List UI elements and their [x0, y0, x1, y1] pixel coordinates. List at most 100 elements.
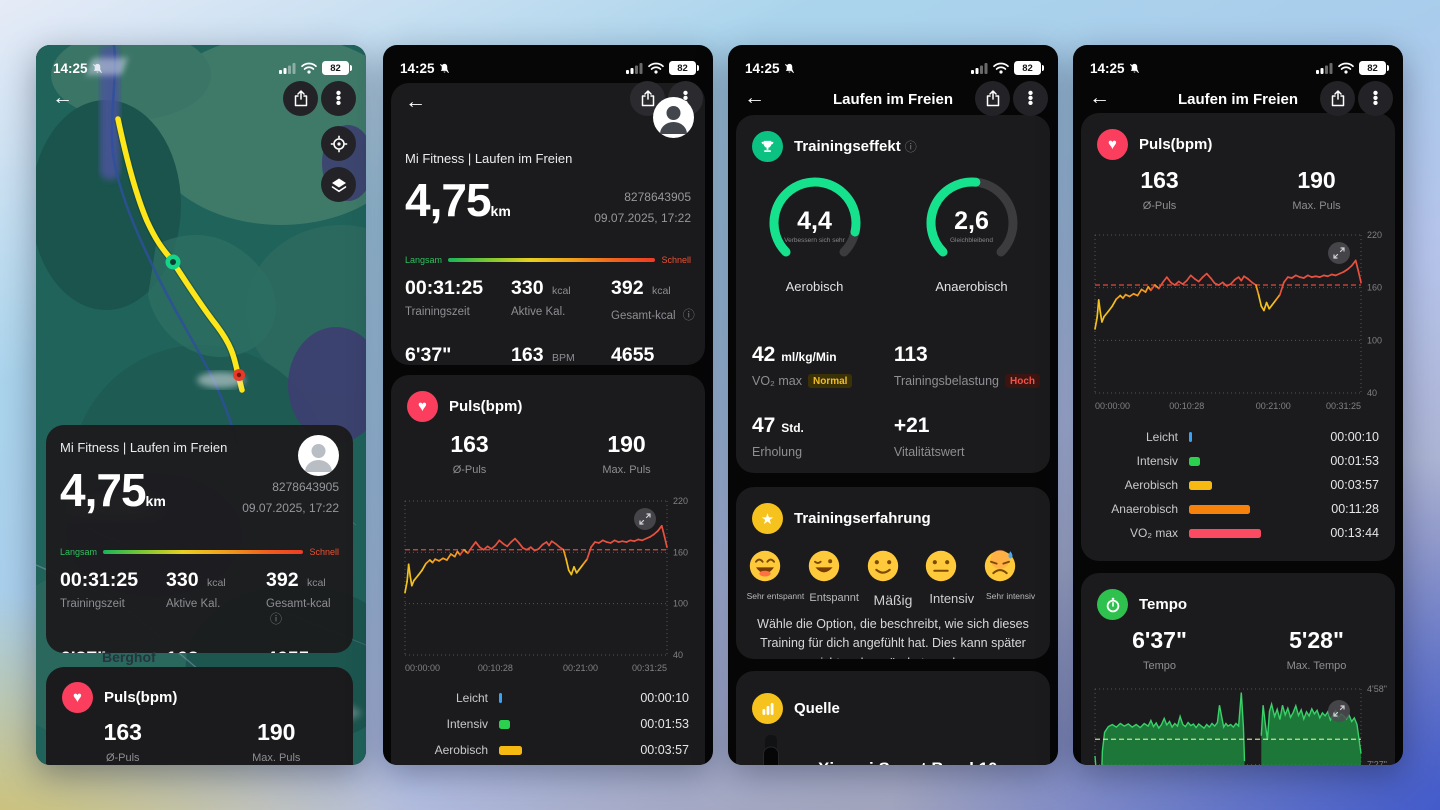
max-hr: 190 Max. Puls: [1292, 167, 1341, 212]
phone-effect-screenshot: 14:25 82 ← Laufen im Freien • • • Training…: [728, 45, 1058, 765]
stat-cell: 163 BPMØ-HF: [511, 344, 575, 365]
device-row[interactable]: Xiaomi Smart Band 10: [758, 735, 998, 765]
zone-row: Leicht 00:00:10: [455, 691, 689, 705]
battery-indicator: 82: [1014, 61, 1044, 75]
heart-rate-chart[interactable]: 220 160 100 40 00:00:00 00:10:28 00:21:00 00:31…: [401, 491, 703, 679]
back-button[interactable]: ←: [52, 86, 73, 109]
training-load-stat: 113 Trainingsbelastung Hoch: [894, 343, 1040, 388]
back-button[interactable]: ←: [1089, 86, 1110, 109]
info-icon[interactable]: ⓘ: [682, 308, 695, 322]
anaerobic-sublabel: Gleichbleibend: [949, 237, 993, 244]
sweating-emoji-icon: [984, 549, 1016, 582]
avatar[interactable]: [653, 97, 694, 138]
signal-icon: [971, 63, 988, 74]
workout-summary-card[interactable]: Mi Fitness | Laufen im Freien 4,75km 827…: [46, 425, 353, 653]
pace-scale-fast: Schnell: [661, 255, 691, 265]
hr-zones-list: Leicht 00:00:10 Intensiv 00:01:53 Aerobisch 0…: [407, 685, 689, 765]
more-menu-button[interactable]: •••: [1358, 81, 1393, 116]
clock: 14:25: [400, 60, 435, 76]
training-experience-card[interactable]: ★ Trainingserfahrung Sehr entspannt Ents…: [736, 487, 1050, 659]
stopwatch-icon: [1097, 589, 1128, 620]
stat-cell: 00:31:25 Trainingszeit: [405, 277, 484, 318]
avg-tempo: 6'37" Tempo: [1132, 627, 1187, 672]
stat-cell: 6'37"Tempo: [60, 648, 166, 653]
zone-row: Intensiv 00:01:53: [446, 717, 689, 731]
stat-cell: 4655Schritte: [611, 344, 655, 365]
share-icon: [1331, 90, 1344, 107]
app-title: Mi Fitness | Laufen im Freien: [60, 440, 228, 455]
vo2max-stat: 42 ml/kg/Min VO₂ max Normal: [752, 343, 894, 388]
locate-button[interactable]: [321, 126, 356, 161]
zone-row: VO₂ max 00:13:44: [1130, 526, 1379, 540]
map-place-label: Berghof: [102, 649, 156, 665]
signal-icon: [1316, 63, 1333, 74]
pace-scale: Langsam Schnell: [405, 255, 691, 265]
heart-card-title: Puls(bpm): [449, 398, 523, 415]
vitality-stat: +21 Vitalitätswert: [893, 414, 965, 459]
experience-option-intense[interactable]: Intensiv: [922, 547, 981, 608]
map-layers-button[interactable]: [321, 167, 356, 202]
experience-option-moderate[interactable]: Mäßig: [864, 547, 923, 608]
zone-bar: [499, 719, 510, 729]
info-icon[interactable]: ⓘ: [270, 612, 283, 626]
svg-text:220: 220: [1367, 230, 1382, 240]
hr-zones-list: Leicht 00:00:10 Intensiv 00:01:53 Aerobisch 0…: [1097, 425, 1379, 545]
effect-card-title: Trainingseffekt ⓘ: [794, 138, 917, 155]
phone-charts-screenshot: 14:25 82 ← Laufen im Freien • • • ♥ Puls(b…: [1073, 45, 1403, 765]
workout-meta: 8278643905 09.07.2025, 17:22: [242, 477, 339, 519]
anaerobic-value: 2,6: [954, 207, 989, 235]
pace-scale: Langsam Schnell: [60, 547, 339, 557]
status-bar: 14:25 82: [1073, 57, 1403, 79]
experience-option-relaxed[interactable]: Entspannt: [805, 547, 864, 608]
heart-rate-card[interactable]: ♥ Puls(bpm) 163 Ø-Puls 190 Max. Puls 220 16…: [1081, 113, 1395, 561]
heart-rate-chart[interactable]: 220 160 100 40 00:00:00 00:10:28 00:21:00 00:31…: [1091, 225, 1395, 417]
experience-option-very-intense[interactable]: Sehr intensiv: [981, 547, 1040, 608]
avatar[interactable]: [298, 435, 339, 476]
svg-text:00:00:00: 00:00:00: [1095, 401, 1130, 411]
training-effect-card[interactable]: Trainingseffekt ⓘ 4,4 Verbessern sich seh…: [736, 115, 1050, 473]
more-menu-button[interactable]: •••: [1013, 81, 1048, 116]
share-button[interactable]: [283, 81, 318, 116]
source-card[interactable]: Quelle Xiaomi Smart Band 10: [736, 671, 1050, 765]
load-badge: Hoch: [1005, 374, 1040, 388]
avg-hr: 163 Ø-Puls: [450, 431, 489, 476]
tempo-card[interactable]: Tempo 6'37" Tempo 5'28" Max. Tempo 4'58" 7'…: [1081, 573, 1395, 765]
share-icon: [986, 90, 999, 107]
workout-summary-card[interactable]: ← Mi Fitness | Laufen im Freien 4,75km 8…: [391, 83, 705, 365]
heart-rate-card[interactable]: ♥ Puls(bpm) 163 Ø-Puls 190 Max. Puls 220 16…: [391, 375, 705, 765]
expand-chart-button[interactable]: [634, 508, 656, 530]
aerobic-gauge: 4,4 Verbessern sich sehr Aerobisch: [736, 173, 893, 294]
back-button[interactable]: ←: [405, 90, 426, 113]
svg-text:160: 160: [673, 547, 688, 557]
map[interactable]: [36, 45, 366, 765]
max-tempo: 5'28" Max. Tempo: [1286, 627, 1347, 672]
tempo-chart[interactable]: 4'58" 7'27": [1091, 681, 1395, 765]
bell-muted-icon: [784, 63, 794, 73]
locate-icon: [330, 135, 347, 152]
kebab-icon: •••: [335, 85, 342, 112]
workout-id: 8278643905: [624, 190, 691, 204]
heart-icon: ♥: [62, 682, 93, 713]
stat-cell: 330 kcal Aktive Kal.: [511, 277, 571, 318]
share-button[interactable]: [975, 81, 1010, 116]
aerobic-sublabel: Verbessern sich sehr: [784, 237, 845, 244]
smiling-emoji-icon: [867, 550, 898, 582]
aerobic-label: Aerobisch: [785, 279, 844, 294]
heart-rate-card[interactable]: ♥ Puls(bpm) 163 Ø-Puls 190 Max. Puls: [46, 667, 353, 765]
stat-cell: 392 kcal Gesamt-kcal ⓘ: [611, 277, 695, 322]
zone-bar: [1189, 528, 1261, 538]
heart-icon: ♥: [407, 391, 438, 422]
experience-option-very-relaxed[interactable]: Sehr entspannt: [746, 547, 805, 608]
expand-chart-button[interactable]: [1328, 242, 1350, 264]
workout-meta: 8278643905 09.07.2025, 17:22: [594, 187, 691, 229]
status-bar: 14:25 82: [36, 57, 366, 79]
winking-emoji-icon: [808, 550, 839, 582]
share-button[interactable]: [1320, 81, 1355, 116]
expand-chart-button[interactable]: [1328, 700, 1350, 722]
svg-text:00:21:00: 00:21:00: [563, 663, 598, 673]
bell-muted-icon: [1129, 63, 1139, 73]
back-button[interactable]: ←: [744, 86, 765, 109]
info-icon[interactable]: ⓘ: [904, 140, 917, 154]
more-menu-button[interactable]: •••: [321, 81, 356, 116]
